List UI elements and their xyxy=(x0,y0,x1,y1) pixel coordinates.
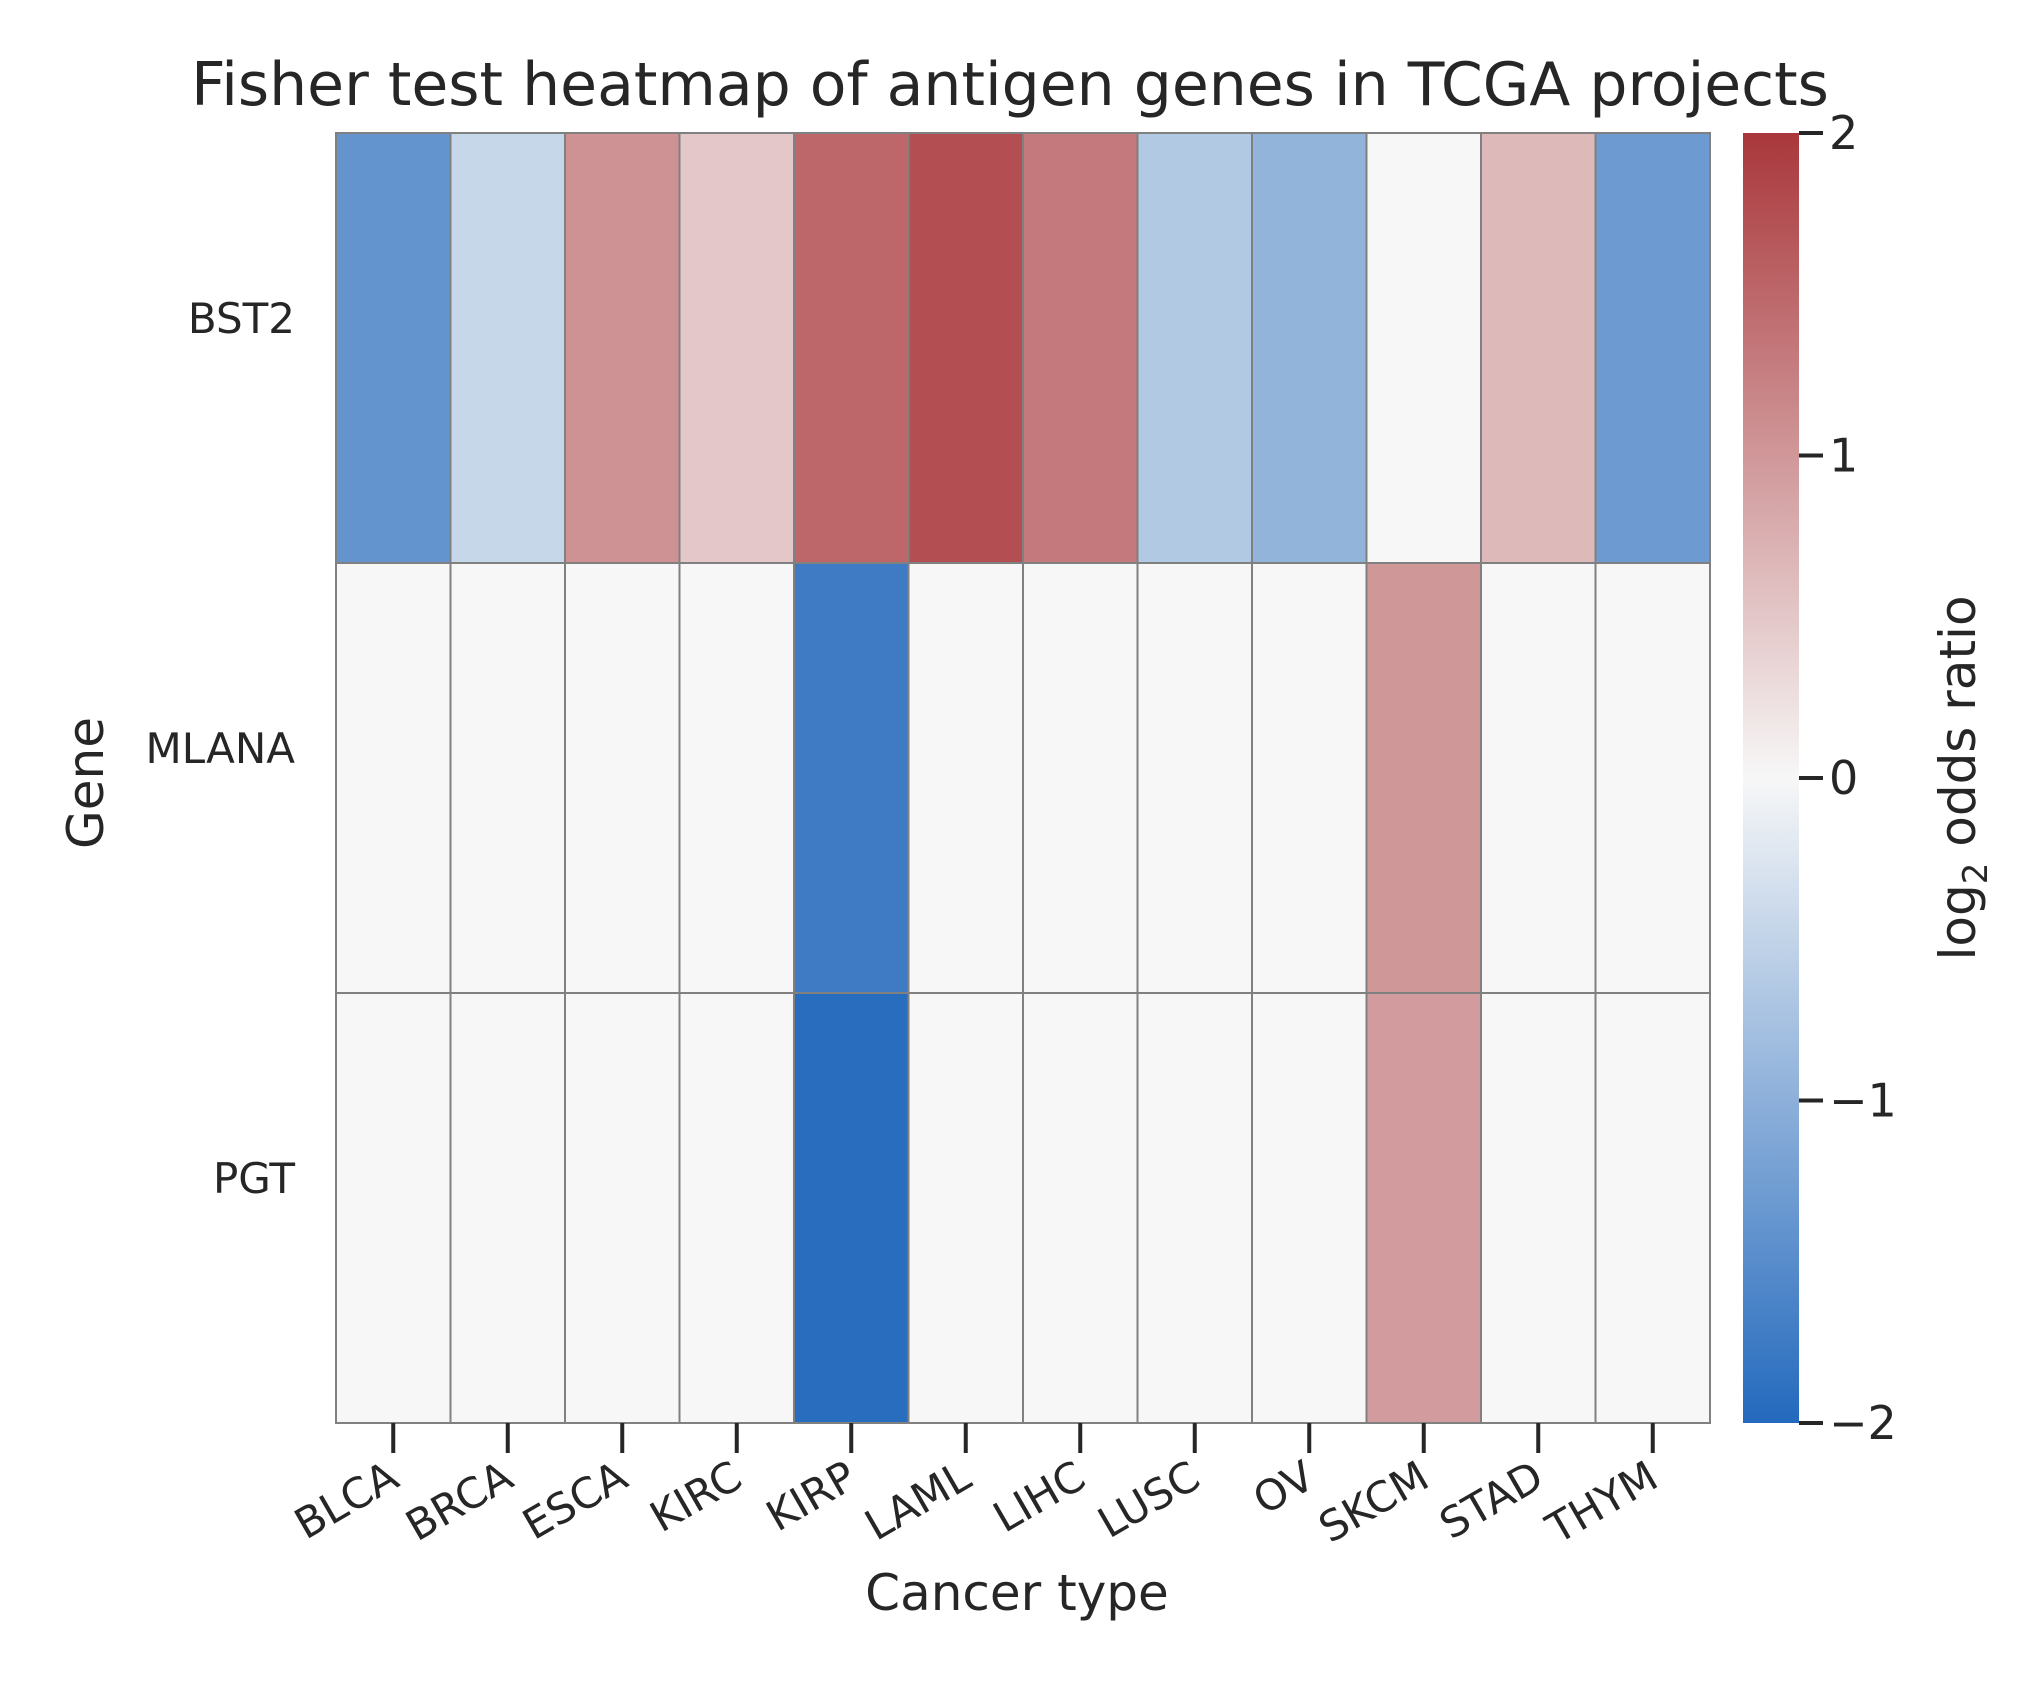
y-axis-ticks: BST2 MLANA PGT xyxy=(146,294,296,1203)
heatmap-cell-pgt-thym xyxy=(1594,992,1711,1424)
heatmap-cell-bst2-stad xyxy=(1480,132,1597,564)
heatmap-cell-bst2-blca xyxy=(335,132,452,564)
heatmap-cell-bst2-lusc xyxy=(1136,132,1253,564)
heatmap-cell-pgt-laml xyxy=(907,992,1024,1424)
heatmap-cell-mlana-thym xyxy=(1594,562,1711,994)
colorbar-tick-label: 1 xyxy=(1829,429,1858,483)
colorbar-label-subscript: 2 xyxy=(1956,863,1996,885)
heatmap-cell-bst2-kirc xyxy=(678,132,795,564)
heatmap-cell-bst2-ov xyxy=(1251,132,1368,564)
x-tick-label: ESCA xyxy=(514,1451,635,1549)
heatmap-cell-pgt-ov xyxy=(1251,992,1368,1424)
heatmap-cell-pgt-lusc xyxy=(1136,992,1253,1424)
x-tick-label: LAML xyxy=(857,1451,980,1550)
x-tick-label: STAD xyxy=(1431,1451,1551,1549)
heatmap-cell-pgt-skcm xyxy=(1365,992,1482,1424)
colorbar-tick-label: −2 xyxy=(1829,1396,1897,1450)
x-tick-label: BLCA xyxy=(286,1451,406,1549)
heatmap-cells xyxy=(335,132,1711,1424)
x-tick-label: SKCM xyxy=(1311,1451,1437,1552)
x-tick-label: KIRC xyxy=(642,1451,750,1542)
heatmap-cell-bst2-brca xyxy=(449,132,566,564)
y-tick-label: BST2 xyxy=(188,294,295,343)
heatmap-cell-bst2-esca xyxy=(564,132,681,564)
x-tick-label: LUSC xyxy=(1090,1451,1208,1547)
heatmap-cell-pgt-blca xyxy=(335,992,452,1424)
x-axis-label: Cancer type xyxy=(865,1564,1169,1622)
colorbar-gradient xyxy=(1743,133,1799,1423)
x-tick-label: LIHC xyxy=(985,1451,1093,1542)
heatmap-cell-mlana-brca xyxy=(449,562,566,994)
x-tick-label: OV xyxy=(1245,1451,1323,1524)
colorbar-label-prefix: log xyxy=(1929,884,1987,960)
heatmap-cell-mlana-esca xyxy=(564,562,681,994)
heatmap-cell-pgt-lihc xyxy=(1022,992,1139,1424)
colorbar-ticks: 2 1 0 −1 −2 xyxy=(1799,106,1897,1450)
heatmap-cell-mlana-laml xyxy=(907,562,1024,994)
y-tick-label: MLANA xyxy=(146,724,296,773)
x-tick-label: BRCA xyxy=(398,1451,521,1551)
y-tick-label: PGT xyxy=(213,1154,295,1203)
colorbar-tick-label: −1 xyxy=(1829,1074,1897,1128)
heatmap-cell-pgt-esca xyxy=(564,992,681,1424)
heatmap-cell-pgt-stad xyxy=(1480,992,1597,1424)
colorbar: 210−1−2 log2 odds ratio xyxy=(1743,106,1996,1450)
heatmap-cell-bst2-skcm xyxy=(1365,132,1482,564)
heatmap-cell-bst2-laml xyxy=(907,132,1024,564)
colorbar-tick-label: 2 xyxy=(1829,106,1858,160)
chart-title: Fisher test heatmap of antigen genes in … xyxy=(191,50,1829,120)
x-tick-label: KIRP xyxy=(758,1451,864,1541)
heatmap-cell-mlana-kirc xyxy=(678,562,795,994)
colorbar-label: log2 odds ratio xyxy=(1929,595,1996,960)
heatmap-cell-pgt-kirp xyxy=(793,992,910,1424)
y-axis-label: Gene xyxy=(57,717,115,849)
heatmap-cell-pgt-brca xyxy=(449,992,566,1424)
heatmap-cell-bst2-kirp xyxy=(793,132,910,564)
heatmap-cell-mlana-kirp xyxy=(793,562,910,994)
heatmap-cell-mlana-lusc xyxy=(1136,562,1253,994)
heatmap-cell-pgt-kirc xyxy=(678,992,795,1424)
heatmap-cell-mlana-skcm xyxy=(1365,562,1482,994)
x-tick-label: THYM xyxy=(1537,1451,1666,1554)
colorbar-tick-label: 0 xyxy=(1829,751,1858,805)
heatmap-cell-mlana-stad xyxy=(1480,562,1597,994)
heatmap-cell-mlana-ov xyxy=(1251,562,1368,994)
colorbar-label-suffix: odds ratio xyxy=(1929,595,1987,862)
heatmap-cell-mlana-lihc xyxy=(1022,562,1139,994)
heatmap-cell-mlana-blca xyxy=(335,562,452,994)
heatmap-cell-bst2-lihc xyxy=(1022,132,1139,564)
heatmap-cell-bst2-thym xyxy=(1594,132,1711,564)
